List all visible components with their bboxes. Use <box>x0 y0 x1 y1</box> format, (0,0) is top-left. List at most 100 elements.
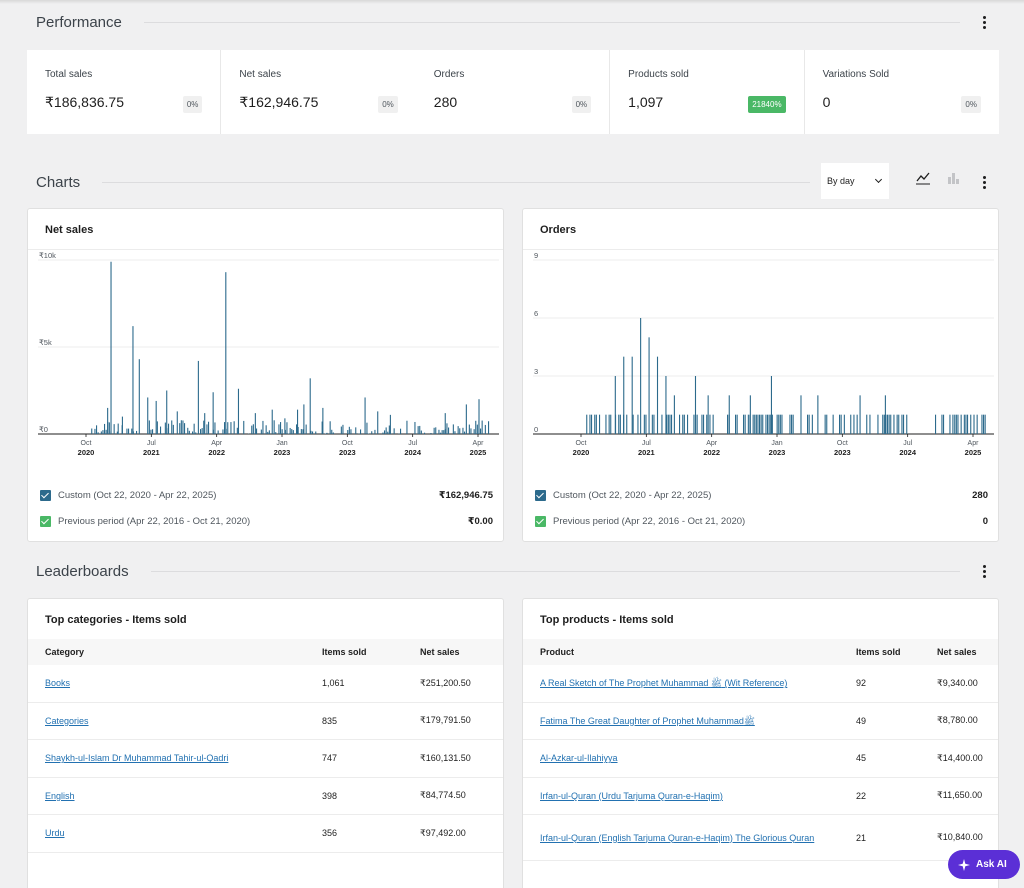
items-sold-cell: 398 <box>322 790 338 801</box>
chart-bar <box>132 326 134 434</box>
checkbox-icon[interactable] <box>535 489 546 501</box>
checkbox-icon[interactable] <box>40 489 51 501</box>
chart-bar <box>302 429 304 434</box>
divider <box>28 249 503 250</box>
x-tick-year: 2020 <box>78 448 95 457</box>
column-header[interactable]: Net sales <box>937 647 977 657</box>
row-link[interactable]: A Real Sketch of The Prophet Muhammad ﷺ … <box>540 678 788 689</box>
chart-bar <box>292 430 294 434</box>
orders-legend-current[interactable]: Custom (Oct 22, 2020 - Apr 22, 2025) 280 <box>535 488 988 502</box>
chart-bar <box>203 420 205 434</box>
chart-bar <box>701 414 703 434</box>
chart-bar <box>176 411 178 434</box>
table-header: Product Items sold Net sales <box>523 639 998 665</box>
checkbox-icon[interactable] <box>535 515 546 527</box>
chart-bar <box>859 395 861 434</box>
leaderboards-menu-icon[interactable] <box>974 561 994 581</box>
chart-bar <box>840 414 842 434</box>
ask-ai-button[interactable]: Ask AI <box>948 850 1020 879</box>
chart-bar <box>643 414 645 434</box>
chart-bar <box>414 421 416 434</box>
chart-bar <box>197 360 199 434</box>
chart-bar <box>696 414 698 434</box>
metric-card[interactable]: Net sales ₹162,946.75 0% <box>221 50 415 134</box>
row-link[interactable]: Categories <box>45 715 89 726</box>
interval-select-value: By day <box>827 176 855 186</box>
row-link[interactable]: Irfan-ul-Quran (English Tarjuma Quran-e-… <box>540 832 815 843</box>
chart-bar <box>271 409 273 434</box>
chart-bar <box>679 414 681 434</box>
chart-bar <box>424 432 426 434</box>
chart-bar <box>147 397 149 434</box>
performance-cards: Total sales ₹186,836.75 0% Net sales ₹162,94… <box>27 50 999 134</box>
chart-bar <box>832 414 834 434</box>
chart-bar <box>297 409 299 434</box>
metric-label: Orders <box>433 69 465 80</box>
row-link[interactable]: Shaykh-ul-Islam Dr Muhammad Tahir-ul-Qad… <box>45 753 229 764</box>
chart-bar <box>981 414 983 434</box>
line-chart-icon[interactable] <box>915 170 931 186</box>
metric-card[interactable]: Total sales ₹186,836.75 0% <box>27 50 222 134</box>
chart-bar <box>632 414 634 434</box>
column-header[interactable]: Items sold <box>322 647 367 657</box>
table-row: Shaykh-ul-Islam Dr Muhammad Tahir-ul-Qad… <box>28 740 503 778</box>
items-sold-cell: 92 <box>856 678 867 689</box>
table-row: Books 1,061 ₹251,200.50 <box>28 665 503 703</box>
items-sold-cell: 747 <box>322 753 338 764</box>
chart-bar <box>364 397 366 434</box>
chart-bar <box>440 432 442 434</box>
chart-bar <box>906 414 908 434</box>
metric-value: 0 <box>822 94 831 110</box>
chart-bar <box>188 430 190 434</box>
legend-label: Previous period (Apr 22, 2016 - Oct 21, … <box>553 515 746 527</box>
metric-card[interactable]: Orders 280 0% <box>416 50 611 134</box>
row-link[interactable]: Fatima The Great Daughter of Prophet Muh… <box>540 715 755 726</box>
x-tick-month: Oct <box>81 440 92 447</box>
chart-bar <box>102 430 104 434</box>
metric-label: Variations Sold <box>822 69 890 80</box>
chart-bar <box>935 414 937 434</box>
chart-bar <box>898 414 900 434</box>
column-header[interactable]: Product <box>540 647 575 657</box>
chart-bar <box>703 414 705 434</box>
chart-bar <box>389 414 391 434</box>
chart-bar <box>180 420 182 434</box>
chart-bar <box>771 414 773 434</box>
row-link[interactable]: Urdu <box>45 828 65 839</box>
column-header[interactable]: Items sold <box>856 647 901 657</box>
interval-select[interactable]: By day <box>821 163 889 199</box>
net-legend-previous[interactable]: Previous period (Apr 22, 2016 - Oct 21, … <box>40 514 493 528</box>
chart-bar <box>201 428 203 434</box>
row-link[interactable]: Irfan-ul-Quran (Urdu Tarjuma Quran-e-Haq… <box>540 790 723 801</box>
chart-bar <box>770 414 772 434</box>
chart-bar <box>591 414 593 434</box>
bar-chart-icon[interactable] <box>945 170 961 186</box>
net-legend-current[interactable]: Custom (Oct 22, 2020 - Apr 22, 2025) ₹16… <box>40 488 493 502</box>
chart-bar <box>671 414 673 434</box>
metric-value: ₹186,836.75 <box>45 94 124 110</box>
row-link[interactable]: Al-Azkar-ul-Ilahiyya <box>540 753 618 764</box>
more-vertical-icon[interactable] <box>974 172 994 192</box>
chart-bar <box>877 414 879 434</box>
items-sold-cell: 1,061 <box>322 678 345 689</box>
metric-card[interactable]: Products sold 1,097 21840% <box>610 50 805 134</box>
chart-bar <box>342 424 344 434</box>
chart-bar <box>728 395 730 434</box>
checkbox-icon[interactable] <box>40 515 51 527</box>
chart-bar <box>200 429 202 434</box>
net-sales-chart-card: Net sales ₹10k ₹5k ₹0 Oct 2020 Jul 2021 Apr 2022… <box>27 208 504 542</box>
orders-legend-previous[interactable]: Previous period (Apr 22, 2016 - Oct 21, … <box>535 514 988 528</box>
chart-bar <box>462 427 464 434</box>
y-tick-label: 0 <box>534 425 538 434</box>
chart-bar <box>324 433 326 434</box>
chart-bar <box>475 420 477 434</box>
chart-bar <box>150 429 152 434</box>
column-header[interactable]: Net sales <box>420 647 460 657</box>
performance-menu-icon[interactable] <box>974 12 994 32</box>
metric-card[interactable]: Variations Sold 0 0% <box>805 50 999 134</box>
column-header[interactable]: Category <box>45 647 85 657</box>
row-link[interactable]: Books <box>45 678 71 689</box>
chart-bar <box>355 427 357 434</box>
x-tick-year: 2023 <box>834 448 851 457</box>
row-link[interactable]: English <box>45 790 75 801</box>
